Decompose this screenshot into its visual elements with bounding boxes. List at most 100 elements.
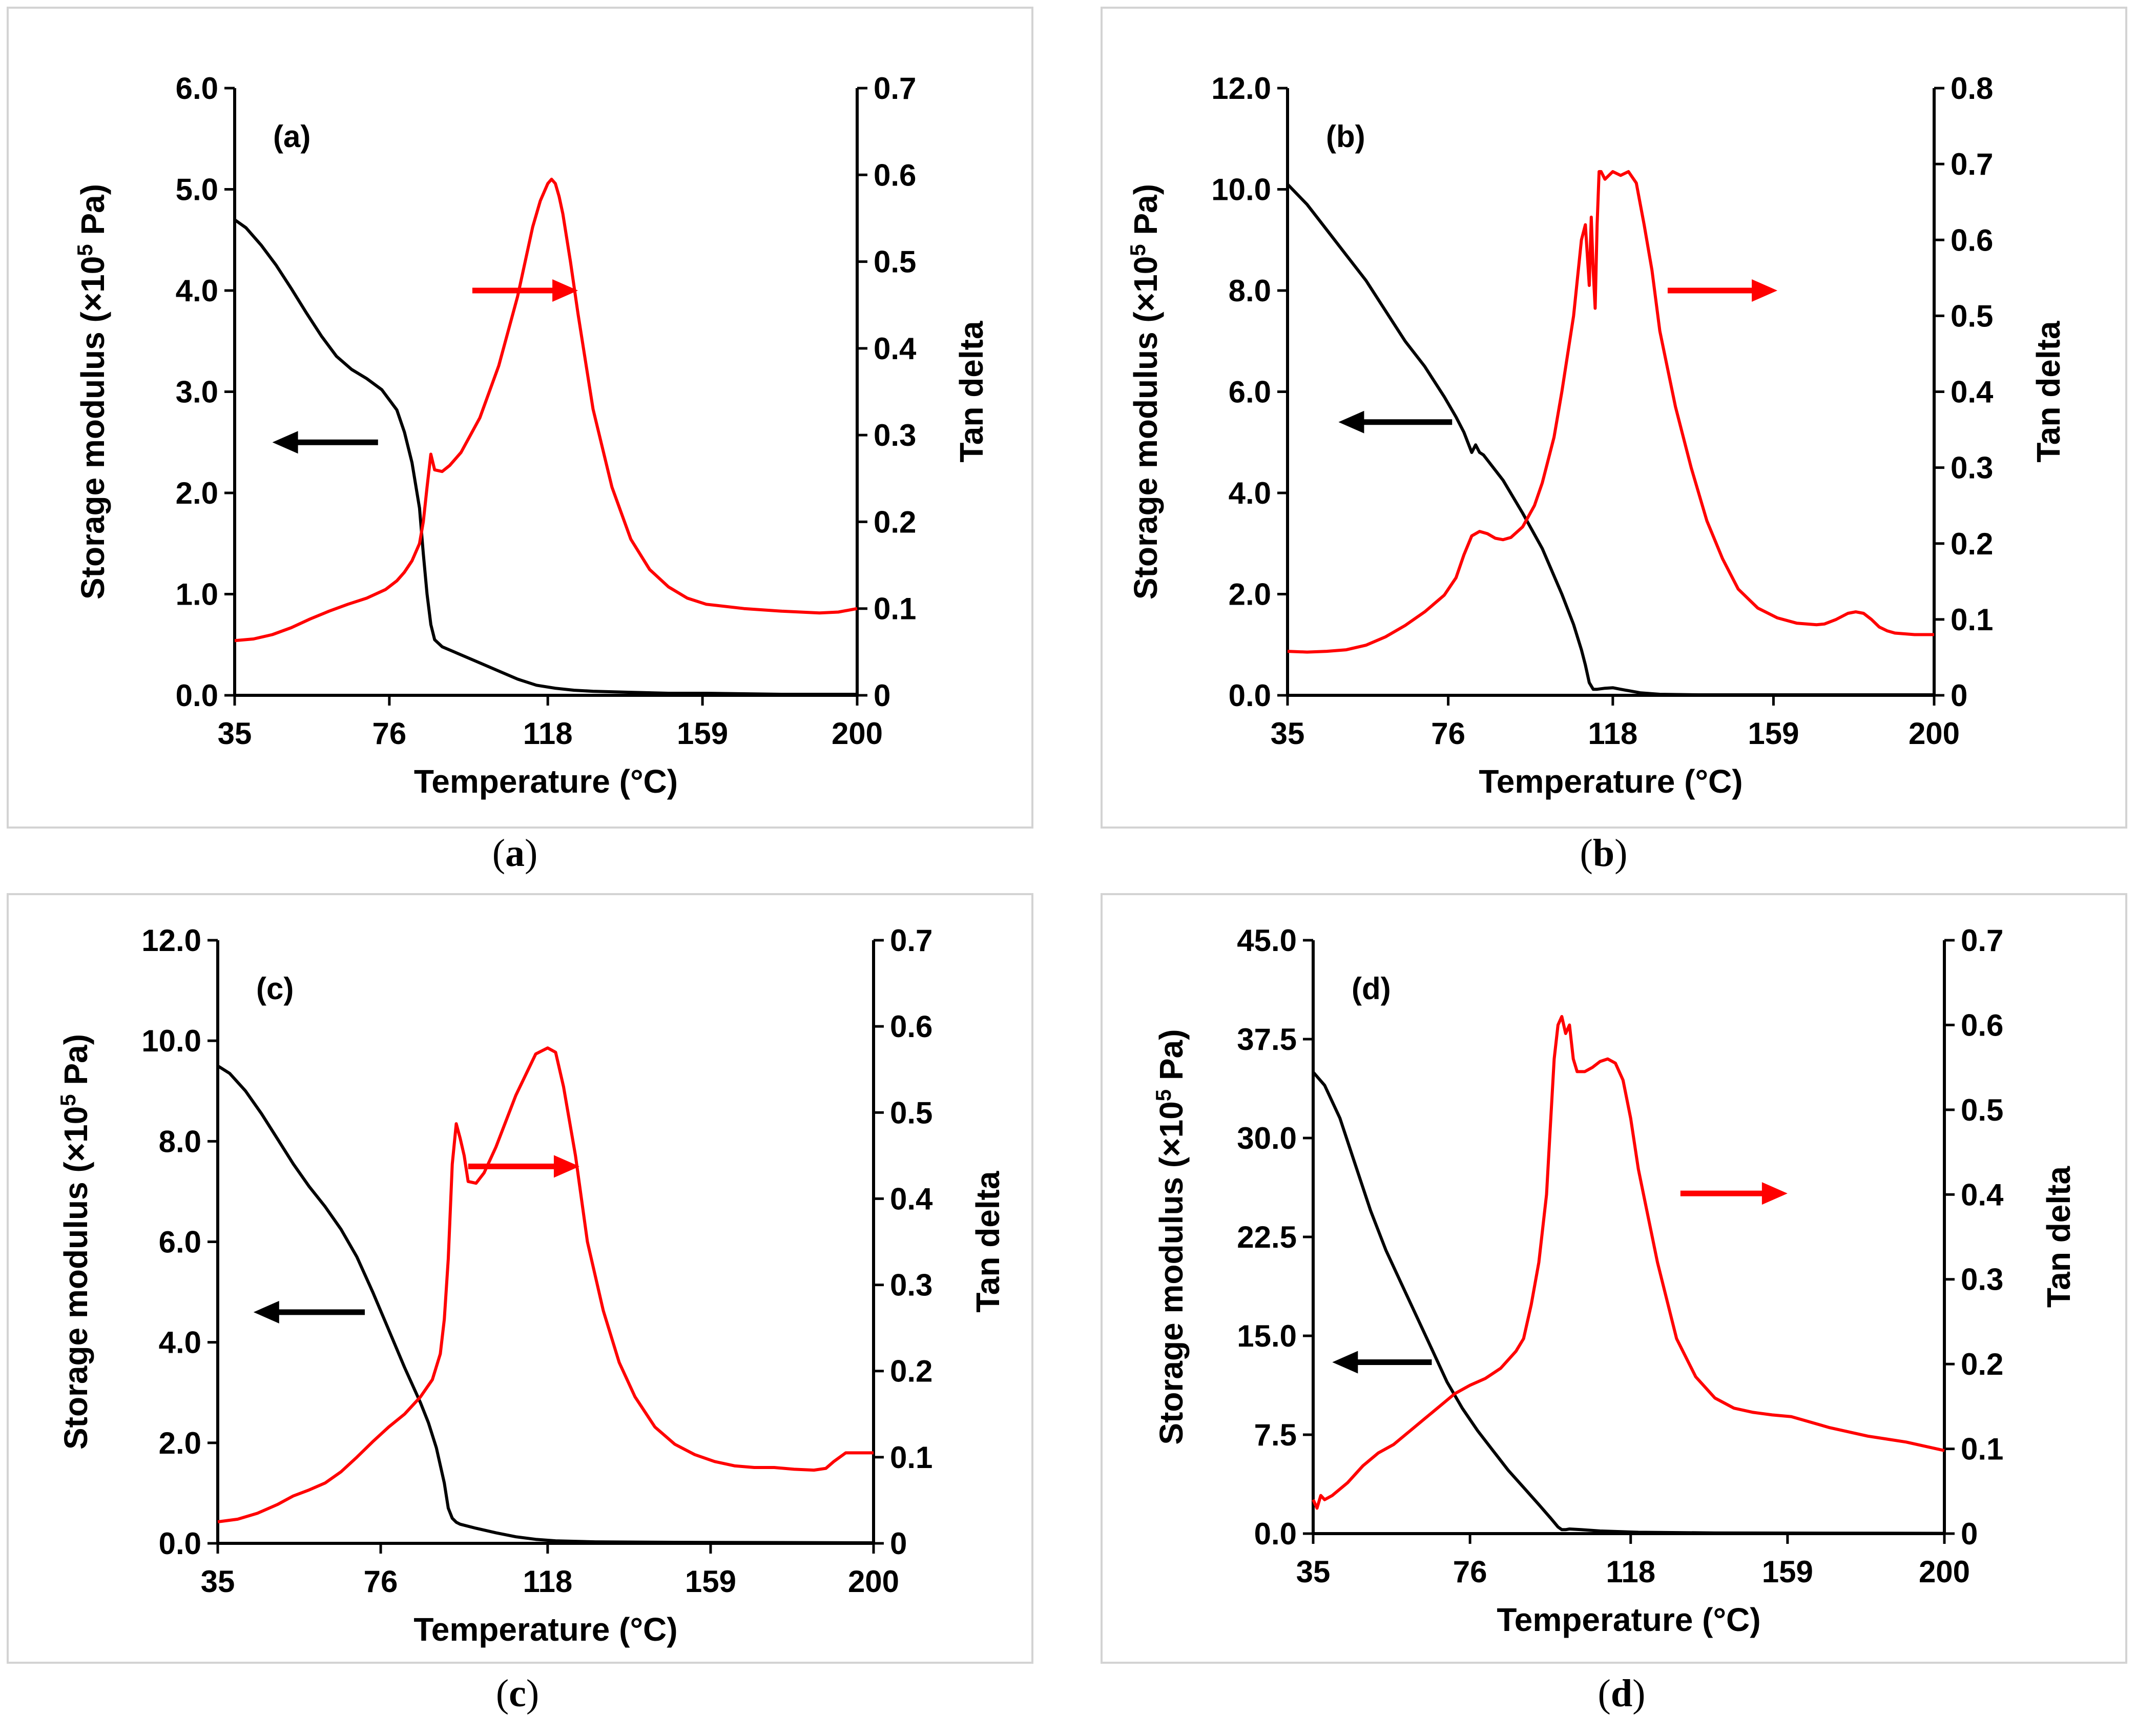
y2-tick-label: 0.5 <box>1961 1093 2003 1127</box>
x-tick-label: 35 <box>1296 1555 1331 1589</box>
y2-tick-label: 0.7 <box>890 923 932 958</box>
arrow-right-head <box>552 279 578 302</box>
y-tick-label: 3.0 <box>176 375 218 409</box>
panel-caption: (c) <box>496 1672 539 1715</box>
x-tick-label: 159 <box>685 1564 736 1599</box>
y-axis-title: Storage modulus (×105 Pa) <box>73 184 112 600</box>
y-tick-label: 2.0 <box>176 476 218 510</box>
y2-tick-label: 0.4 <box>874 332 917 366</box>
panel-label: (c) <box>256 972 294 1006</box>
y-axis-title: Storage modulus (×105 Pa) <box>56 1034 95 1450</box>
y-tick-label: 0.0 <box>1254 1517 1297 1551</box>
arrow-left-head <box>253 1300 279 1324</box>
y-axis-title-superscript: 5 <box>1126 244 1150 256</box>
arrow-right-head <box>1761 1182 1788 1205</box>
y2-axis-title: Tan delta <box>2040 1166 2077 1308</box>
y-axis-title-text: Storage modulus (×10 <box>57 1106 94 1450</box>
y-tick-label: 8.0 <box>159 1124 201 1159</box>
caption-open: ( <box>492 832 505 875</box>
x-tick-label: 118 <box>523 716 573 751</box>
x-tick-label: 159 <box>677 716 728 751</box>
panel-label: (b) <box>1326 119 1365 154</box>
y2-tick-label: 0.1 <box>874 592 916 626</box>
x-axis-title: Temperature (°C) <box>1479 763 1743 800</box>
y2-tick-label: 0.1 <box>1951 603 1993 637</box>
arrow-left-head <box>1332 1351 1358 1374</box>
y2-tick-label: 0.7 <box>1951 147 1993 181</box>
y2-tick-label: 0.4 <box>1961 1177 2004 1212</box>
x-tick-label: 118 <box>1606 1555 1655 1589</box>
arrow-left-head <box>1338 410 1364 433</box>
x-tick-label: 200 <box>1919 1555 1970 1589</box>
y2-tick-label: 0.1 <box>890 1440 932 1475</box>
y-tick-label: 5.0 <box>176 173 218 207</box>
y2-tick-label: 0.2 <box>874 505 916 539</box>
y-axis-title-unit: Pa) <box>1153 1029 1190 1089</box>
storage-modulus-line <box>217 1064 874 1544</box>
storage-modulus-line <box>1312 1071 1945 1535</box>
y-tick-label: 30.0 <box>1237 1121 1297 1155</box>
y-axis-title-superscript: 5 <box>56 1094 80 1106</box>
y2-tick-label: 0.7 <box>874 71 916 106</box>
panel-border <box>1101 7 2127 829</box>
arrow-right-head <box>1752 279 1778 302</box>
y2-tick-label: 0.7 <box>1961 923 2003 958</box>
caption-open: ( <box>496 1672 509 1715</box>
tan-delta-line <box>234 177 858 643</box>
tan-delta-line <box>1287 170 1934 654</box>
y2-axis-title: Tan delta <box>953 321 990 463</box>
arrow-right-head <box>553 1155 579 1178</box>
y-tick-label: 4.0 <box>176 274 218 308</box>
y-tick-label: 12.0 <box>1211 71 1271 106</box>
storage-modulus-line <box>234 218 857 696</box>
tan-delta-line <box>217 1046 874 1523</box>
y-tick-label: 7.5 <box>1254 1418 1297 1452</box>
y2-tick-label: 0.6 <box>1961 1008 2003 1042</box>
y-axis-title-text: Storage modulus (×10 <box>74 256 111 600</box>
x-axis-title: Temperature (°C) <box>413 1611 677 1648</box>
y-tick-label: 0.0 <box>176 678 218 713</box>
y-axis-title-text: Storage modulus (×10 <box>1127 256 1164 600</box>
caption-letter: d <box>1611 1672 1632 1715</box>
y2-tick-label: 0.5 <box>1951 299 1993 333</box>
y2-tick-label: 0.4 <box>1951 375 1994 409</box>
x-tick-label: 76 <box>1453 1555 1487 1589</box>
y2-tick-label: 0.4 <box>890 1182 933 1216</box>
y-axis-title-text: Storage modulus (×10 <box>1153 1101 1190 1444</box>
x-tick-label: 200 <box>1909 716 1960 751</box>
chart-panel-b: 0.0 2.0 4.0 6.0 8.0 10.0 12.0 0 0.1 0.2 0.3 0.4 0.5 0… <box>1101 7 2127 875</box>
x-tick-label: 76 <box>364 1564 398 1599</box>
y-tick-label: 45.0 <box>1237 923 1297 958</box>
y2-tick-label: 0.5 <box>874 245 916 279</box>
x-tick-label: 159 <box>1762 1555 1813 1589</box>
y-tick-label: 10.0 <box>141 1024 201 1058</box>
y2-tick-label: 0 <box>874 678 890 713</box>
y-tick-label: 8.0 <box>1229 274 1271 308</box>
caption-letter: a <box>505 832 525 875</box>
y2-tick-label: 0 <box>1961 1517 1978 1551</box>
y-axis-title-unit: Pa) <box>74 184 111 244</box>
y2-tick-label: 0.1 <box>1961 1432 2003 1466</box>
y-tick-label: 2.0 <box>1229 577 1271 612</box>
caption-letter: c <box>509 1672 526 1715</box>
arrow-left-head <box>272 431 298 454</box>
y-axis-title: Storage modulus (×105 Pa) <box>1126 184 1165 600</box>
y-tick-label: 37.5 <box>1237 1022 1297 1057</box>
y-tick-label: 4.0 <box>159 1326 201 1360</box>
chart-panel-c: 0.0 2.0 4.0 6.0 8.0 10.0 12.0 0 0.1 0.2 0.3 0.4 0.5 0… <box>7 893 1033 1715</box>
x-tick-label: 35 <box>1271 716 1305 751</box>
y-tick-label: 0.0 <box>1229 678 1271 713</box>
x-tick-label: 76 <box>372 716 407 751</box>
chart-panel-a: 0.0 1.0 2.0 3.0 4.0 5.0 6.0 0 0.1 0.2 0.3 0.4 0.5 0.6… <box>7 7 1033 875</box>
y-axis-title: Storage modulus (×105 Pa) <box>1151 1029 1190 1444</box>
y-tick-label: 6.0 <box>1229 375 1271 409</box>
y2-tick-label: 0.3 <box>874 418 916 452</box>
y-tick-label: 1.0 <box>176 577 218 612</box>
caption-letter: b <box>1593 832 1614 875</box>
panel-border <box>7 893 1033 1664</box>
panel-caption: (a) <box>492 832 538 875</box>
y-tick-label: 10.0 <box>1211 173 1271 207</box>
y-tick-label: 4.0 <box>1229 476 1271 510</box>
chart-panel-d: 0.0 7.5 15.0 22.5 30.0 37.5 45.0 0 0.1 0.2 0.3 0.4 0… <box>1101 893 2127 1715</box>
y-tick-label: 15.0 <box>1237 1319 1297 1353</box>
